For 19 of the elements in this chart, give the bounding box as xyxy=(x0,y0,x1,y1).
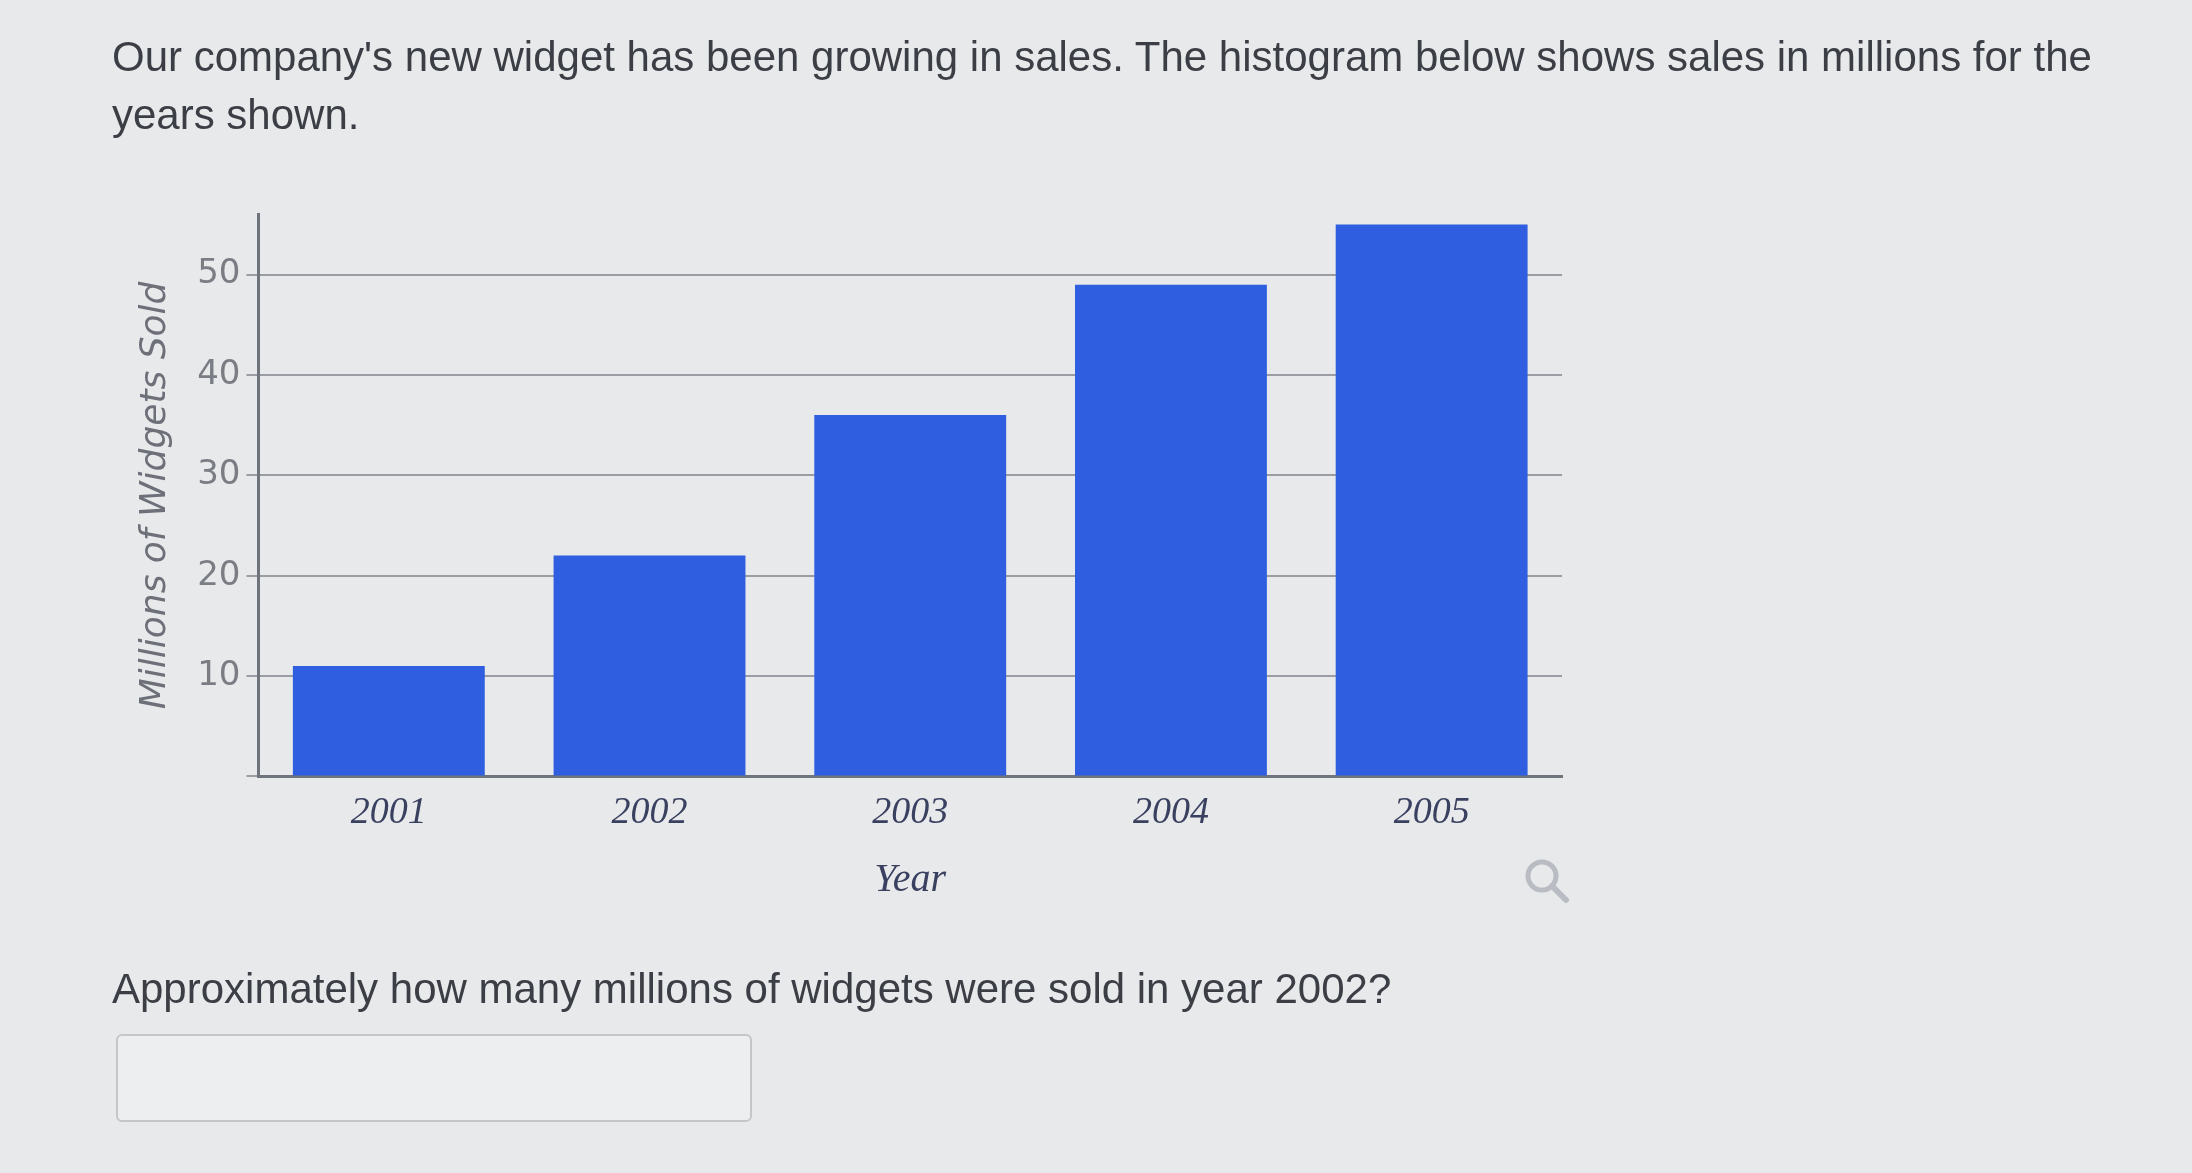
y-tick-label: 20 xyxy=(197,552,241,593)
y-tick-label: 40 xyxy=(197,351,241,392)
text: Approximately how many millions of widgets were sold in year 2002? xyxy=(112,964,1393,1014)
x-axis-title: Year xyxy=(874,854,947,900)
chart-title: Our company's new widget has been growing in sales. The histogram below shows sales in millions for the years shown. xyxy=(112,32,2093,140)
y-axis-title: Millions of Widgets Sold xyxy=(131,280,173,710)
bar xyxy=(1335,224,1528,776)
y-tick-label: 50 xyxy=(197,251,241,292)
y-tick-label: 10 xyxy=(197,652,241,693)
bar xyxy=(292,666,485,776)
x-tick-label: 2003 xyxy=(872,789,949,832)
bar xyxy=(553,555,746,776)
x-tick-label: 2004 xyxy=(1132,789,1209,832)
x-tick-label: 2001 xyxy=(350,789,427,832)
x-tick-label: 2002 xyxy=(611,789,688,832)
bar xyxy=(1075,284,1267,776)
y-tick-label: 30 xyxy=(197,452,241,493)
x-tick-label: 2005 xyxy=(1393,789,1470,832)
bar xyxy=(814,415,1007,776)
